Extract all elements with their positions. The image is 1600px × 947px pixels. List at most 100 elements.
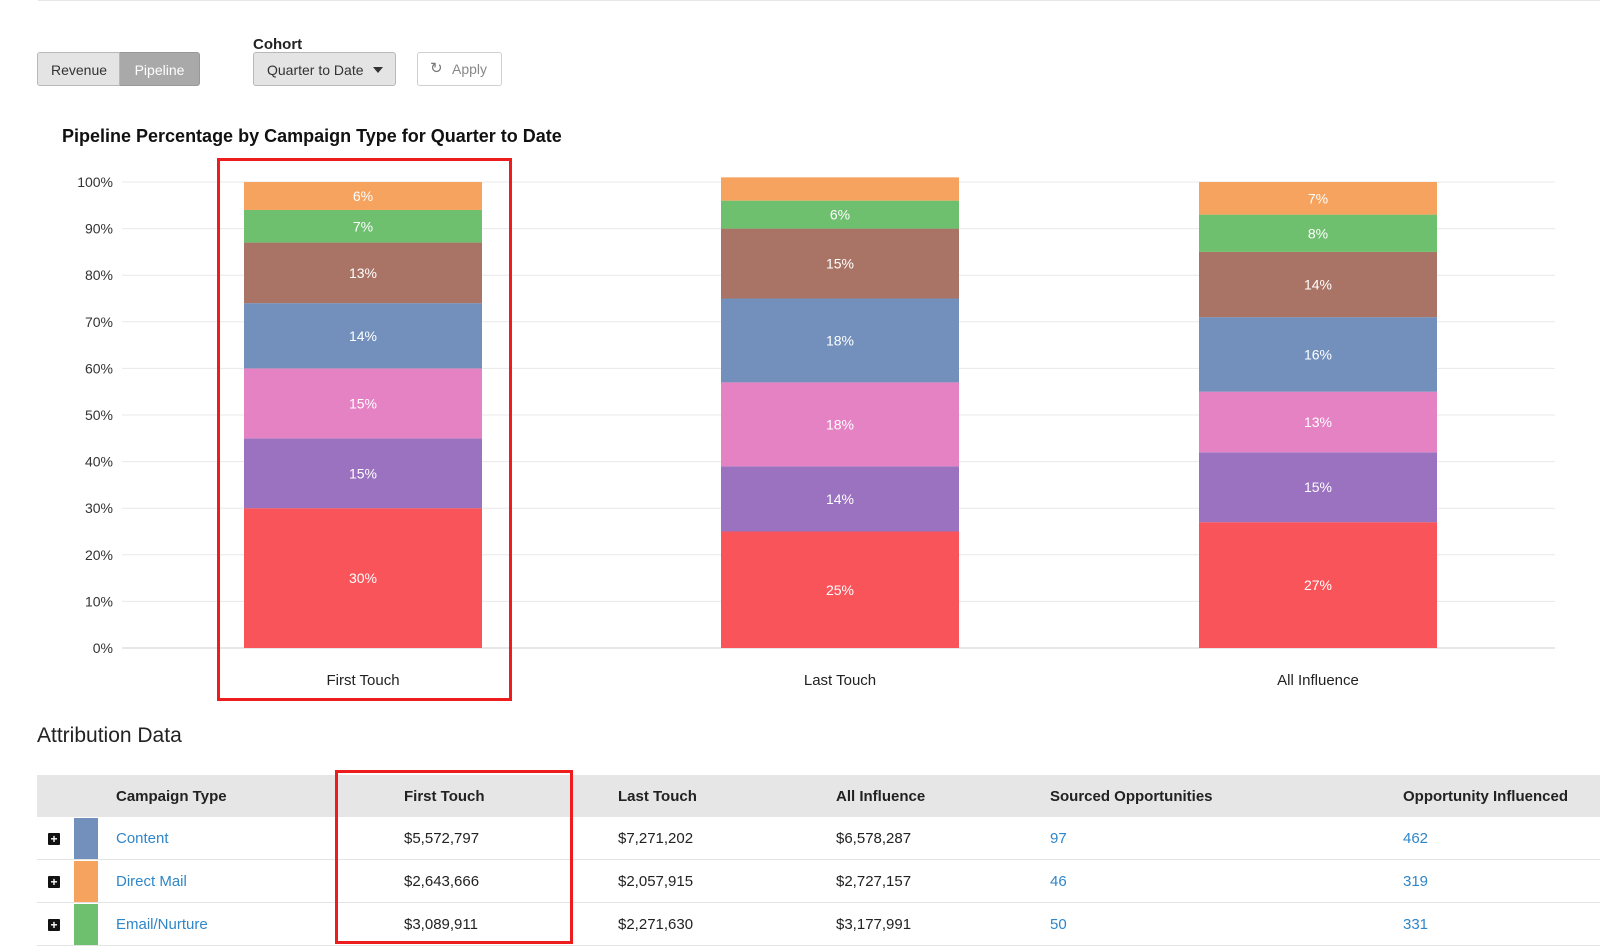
expand-plus-icon[interactable]: +	[48, 875, 60, 888]
revenue-button[interactable]: Revenue	[37, 52, 120, 86]
x-tick-label: All Influence	[1277, 672, 1359, 689]
bar-segment[interactable]	[244, 242, 482, 304]
cell-all-influence: $6,578,287	[775, 817, 993, 860]
stacked-bar-chart: 0% 10% 20% 30% 40% 50% 60% 70% 80% 90% 100% 30% 15%…	[77, 174, 1555, 689]
campaign-type-link[interactable]: Email/Nurture	[116, 915, 208, 933]
y-tick-label: 80%	[85, 267, 113, 283]
apply-button[interactable]: ↻ Apply	[417, 52, 502, 86]
bar-segment[interactable]	[721, 382, 959, 467]
bar-segment[interactable]	[244, 303, 482, 369]
campaign-type-link[interactable]: Direct Mail	[116, 872, 187, 890]
bar-segment[interactable]	[1199, 214, 1437, 252]
header-first-touch[interactable]: First Touch	[404, 787, 485, 805]
data-label: 16%	[1304, 346, 1332, 362]
bar-segment[interactable]	[721, 200, 959, 229]
apply-label: Apply	[452, 61, 488, 77]
table-row: + Content $5,572,797 $7,271,202 $6,578,2…	[37, 817, 1600, 860]
bar-segment[interactable]	[721, 228, 959, 299]
header-all-influence[interactable]: All Influence	[836, 787, 926, 805]
header-campaign-type[interactable]: Campaign Type	[116, 787, 227, 805]
opportunity-influenced-link[interactable]: 331	[1403, 915, 1429, 933]
bar-groups: 30% 15% 15% 14% 13% 7% 6% 25% 14% 18% 18% 15% 6% 27% 1…	[244, 177, 1437, 648]
cell-first-touch: $2,643,666	[339, 859, 557, 903]
bar-stack: 27% 15% 13% 16% 14% 8% 7%	[1199, 182, 1437, 648]
data-label: 15%	[349, 465, 377, 481]
pipeline-button[interactable]: Pipeline	[120, 52, 200, 86]
y-tick-label: 60%	[85, 360, 113, 376]
attribution-table: Campaign Type First Touch Last Touch All…	[37, 775, 1600, 946]
table-header-row: Campaign Type First Touch Last Touch All…	[37, 775, 1600, 817]
data-label: 14%	[826, 491, 854, 507]
bar-segment[interactable]	[244, 508, 482, 648]
data-label: 7%	[353, 218, 373, 234]
sourced-opportunities-link[interactable]: 50	[1050, 915, 1067, 933]
bar-segment[interactable]	[1199, 391, 1437, 453]
bar-segment[interactable]	[1199, 251, 1437, 318]
y-tick-label: 0%	[93, 640, 113, 656]
bar-segment[interactable]	[244, 368, 482, 439]
data-label: 15%	[826, 256, 854, 272]
bar-segment[interactable]	[721, 298, 959, 383]
header-sourced-opportunities[interactable]: Sourced Opportunities	[1050, 787, 1213, 805]
y-tick-label: 30%	[85, 500, 113, 516]
bar-stack: 25% 14% 18% 18% 15% 6%	[721, 177, 959, 648]
header-last-touch[interactable]: Last Touch	[618, 787, 697, 805]
data-label: 25%	[826, 582, 854, 598]
bar-segment[interactable]	[721, 466, 959, 532]
data-label: 13%	[349, 265, 377, 281]
campaign-type-link[interactable]: Content	[116, 829, 169, 847]
bar-segment[interactable]	[1199, 522, 1437, 648]
bar-segment[interactable]	[244, 438, 482, 509]
refresh-icon: ↻	[430, 60, 443, 77]
bar-segment[interactable]	[244, 182, 482, 210]
header-color	[74, 775, 108, 817]
caret-down-icon	[373, 67, 383, 73]
data-label: 6%	[353, 188, 373, 204]
bar-segment[interactable]	[1199, 182, 1437, 215]
header-opportunity-influenced[interactable]: Opportunity Influenced	[1403, 787, 1568, 805]
cohort-label: Cohort	[253, 36, 303, 53]
opportunity-influenced-link[interactable]: 319	[1403, 872, 1429, 890]
color-swatch	[74, 903, 98, 945]
bar-segment[interactable]	[244, 209, 482, 243]
bar-segment[interactable]	[721, 177, 959, 201]
data-label: 14%	[1304, 277, 1332, 293]
cohort-dropdown[interactable]: Quarter to Date	[253, 52, 396, 86]
header-expand	[37, 775, 74, 817]
data-label: 7%	[1308, 190, 1328, 206]
data-label: 18%	[826, 332, 854, 348]
bar-segment[interactable]	[1199, 317, 1437, 392]
bar-stack: 30% 15% 15% 14% 13% 7% 6%	[244, 182, 482, 648]
sourced-opportunities-link[interactable]: 46	[1050, 872, 1067, 890]
x-axis: First Touch Last Touch All Influence	[326, 672, 1358, 689]
data-label: 15%	[349, 395, 377, 411]
cohort-dropdown-value: Quarter to Date	[267, 62, 364, 78]
table-row: + Direct Mail $2,643,666 $2,057,915 $2,7…	[37, 859, 1600, 903]
cell-all-influence: $3,177,991	[775, 902, 993, 946]
data-label: 13%	[1304, 414, 1332, 430]
data-label: 15%	[1304, 479, 1332, 495]
attribution-table-wrap: Campaign Type First Touch Last Touch All…	[37, 775, 1600, 946]
y-tick-label: 50%	[85, 407, 113, 423]
color-swatch	[74, 817, 98, 859]
expand-plus-icon[interactable]: +	[48, 918, 60, 931]
data-label: 14%	[349, 328, 377, 344]
section-title: Attribution Data	[37, 724, 182, 747]
data-label: 18%	[826, 416, 854, 432]
chart-title: Pipeline Percentage by Campaign Type for…	[62, 126, 562, 146]
view-toggle: Revenue Pipeline	[37, 52, 200, 86]
y-tick-label: 90%	[85, 221, 113, 237]
bar-segment[interactable]	[1199, 452, 1437, 523]
y-tick-label: 70%	[85, 314, 113, 330]
opportunity-influenced-link[interactable]: 462	[1403, 829, 1429, 847]
cell-first-touch: $3,089,911	[339, 902, 557, 946]
sourced-opportunities-link[interactable]: 97	[1050, 829, 1067, 847]
expand-plus-icon[interactable]: +	[48, 832, 60, 845]
y-tick-label: 40%	[85, 454, 113, 470]
table-row: + Email/Nurture $3,089,911 $2,271,630 $3…	[37, 902, 1600, 946]
data-label: 27%	[1304, 577, 1332, 593]
data-label: 6%	[830, 207, 850, 223]
cell-first-touch: $5,572,797	[339, 817, 557, 860]
y-axis: 0% 10% 20% 30% 40% 50% 60% 70% 80% 90% 100%	[77, 174, 113, 656]
bar-segment[interactable]	[721, 531, 959, 649]
